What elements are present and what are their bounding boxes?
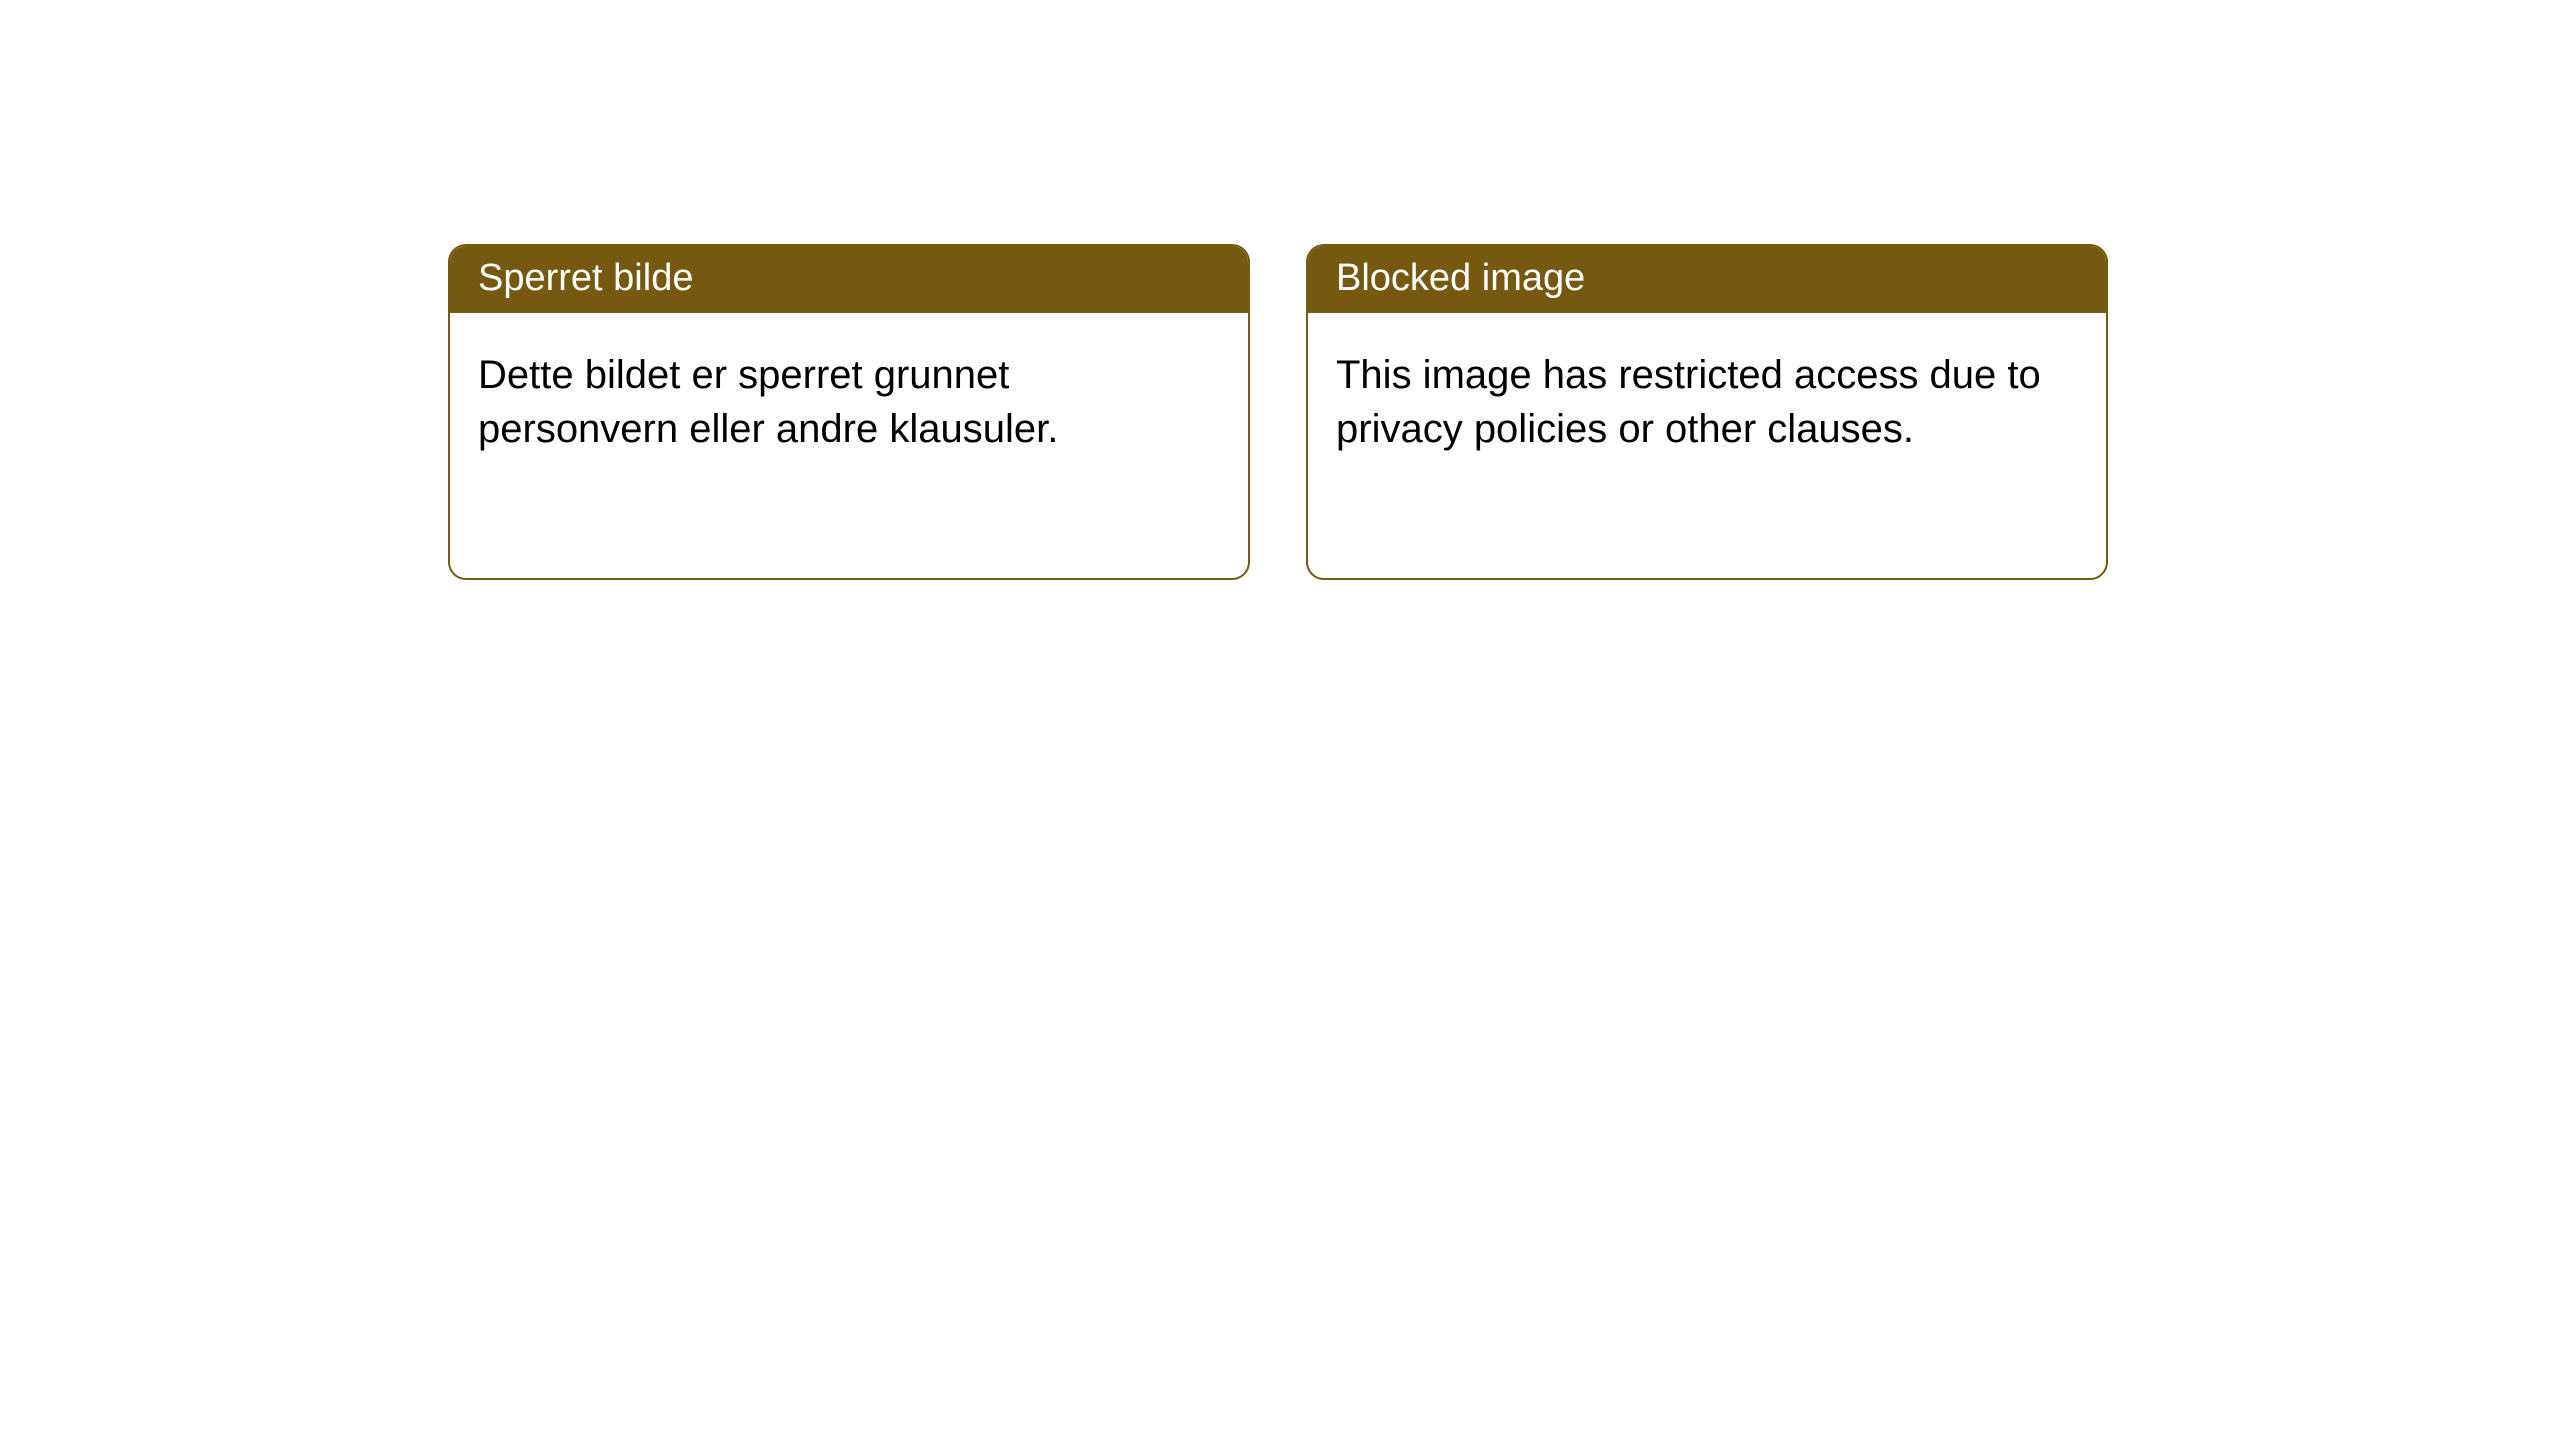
- notice-card-norwegian: Sperret bilde Dette bildet er sperret gr…: [448, 244, 1250, 580]
- notice-header: Sperret bilde: [450, 246, 1248, 313]
- notice-body: Dette bildet er sperret grunnet personve…: [450, 313, 1248, 475]
- notice-container: Sperret bilde Dette bildet er sperret gr…: [448, 244, 2108, 580]
- notice-card-english: Blocked image This image has restricted …: [1306, 244, 2108, 580]
- notice-header: Blocked image: [1308, 246, 2106, 313]
- notice-body: This image has restricted access due to …: [1308, 313, 2106, 475]
